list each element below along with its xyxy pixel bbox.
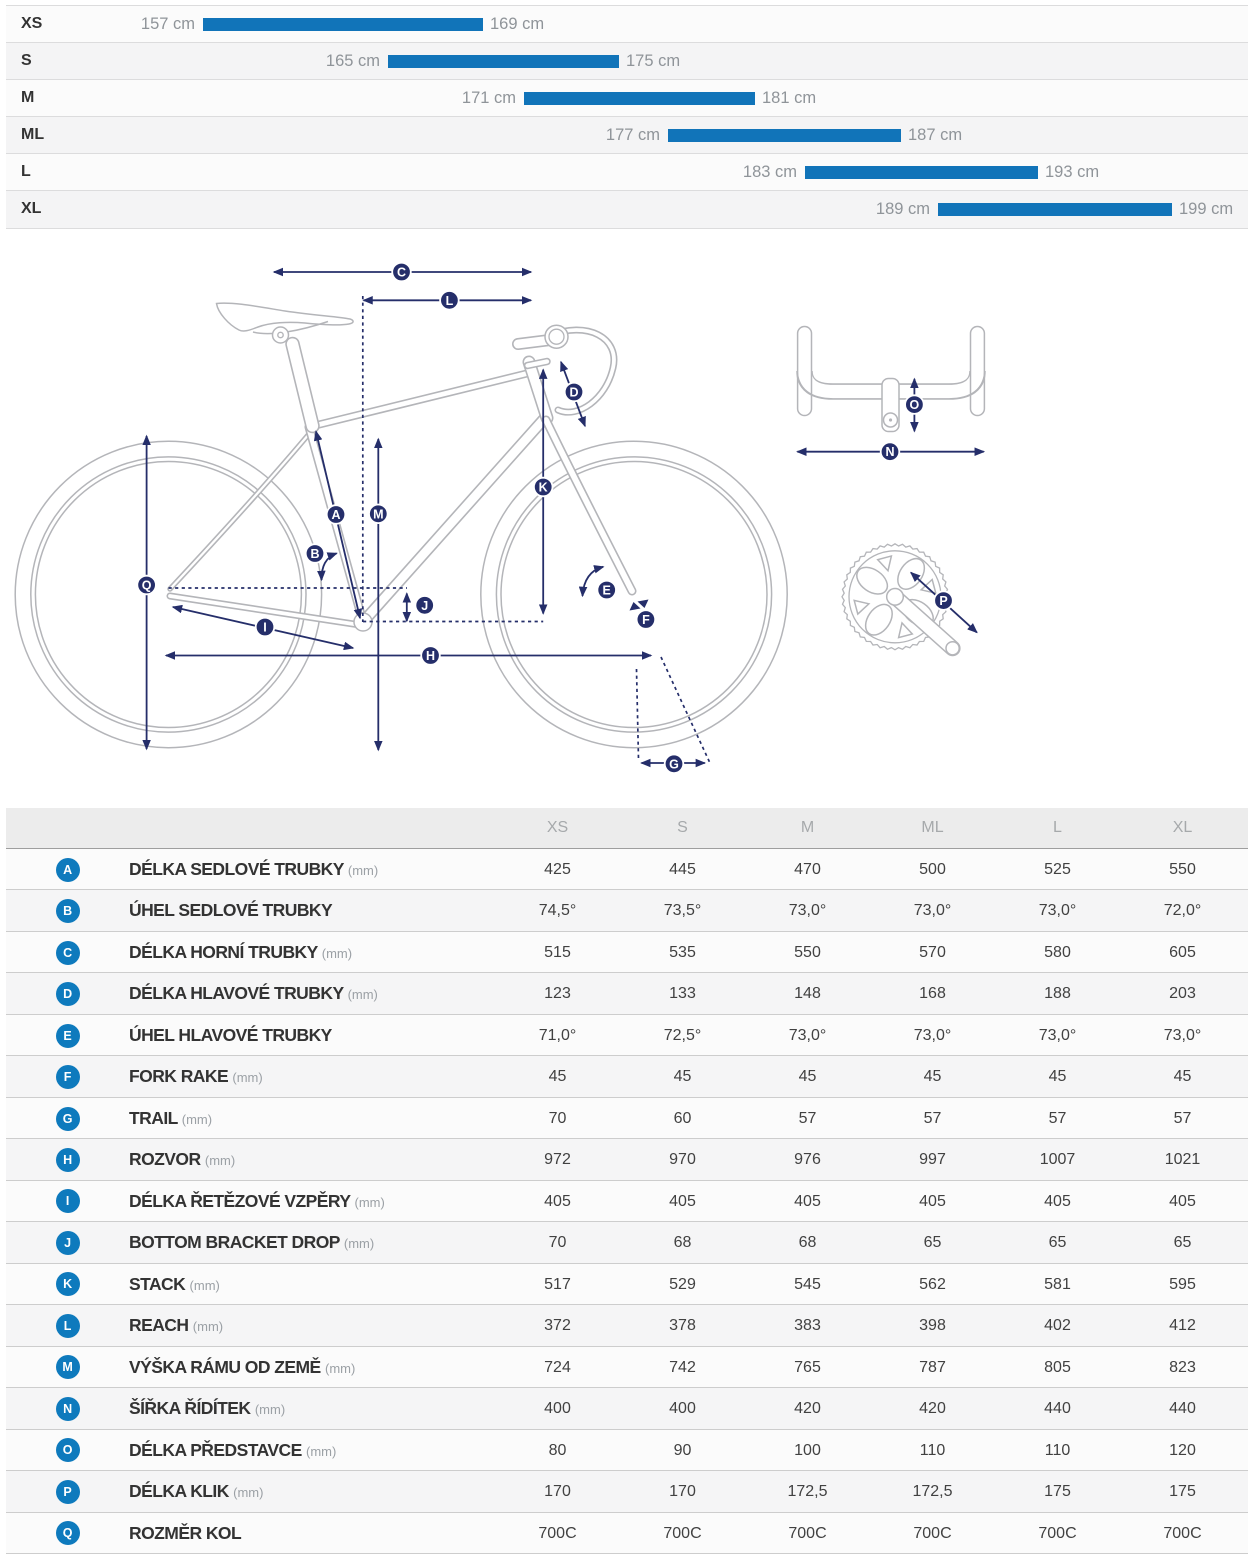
svg-text:I: I <box>263 621 266 635</box>
svg-text:E: E <box>603 584 611 598</box>
svg-text:J: J <box>421 599 428 613</box>
svg-text:D: D <box>569 386 578 400</box>
svg-text:N: N <box>885 445 894 459</box>
svg-text:C: C <box>397 266 406 280</box>
svg-text:B: B <box>310 547 319 561</box>
svg-text:F: F <box>642 613 650 627</box>
svg-text:H: H <box>426 649 435 663</box>
svg-text:O: O <box>910 398 920 412</box>
svg-text:G: G <box>669 757 679 771</box>
svg-text:M: M <box>373 507 383 521</box>
svg-text:P: P <box>939 594 947 608</box>
svg-text:A: A <box>331 508 340 522</box>
svg-text:L: L <box>446 294 454 308</box>
svg-text:Q: Q <box>142 579 152 593</box>
svg-text:K: K <box>539 481 548 495</box>
